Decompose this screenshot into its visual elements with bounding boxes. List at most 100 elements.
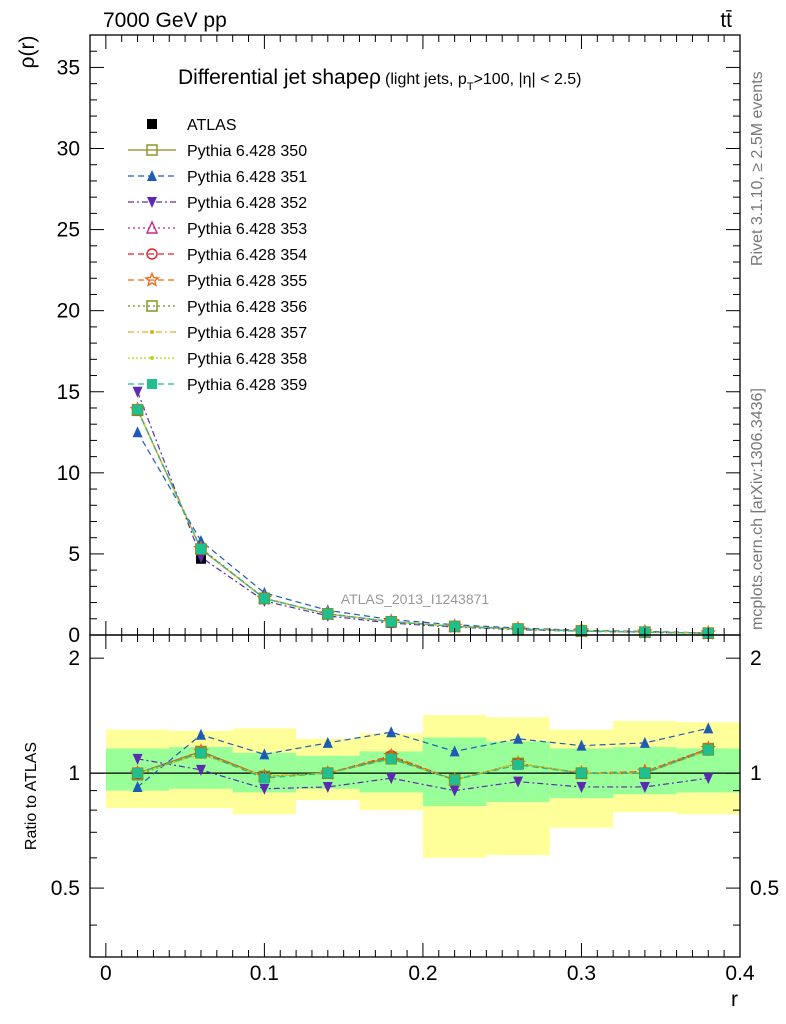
legend-marker-354 xyxy=(146,248,158,260)
ratio-series-line-352 xyxy=(137,758,709,792)
main-series-point-352 xyxy=(132,386,143,398)
main-y-label: ρ(r) xyxy=(16,36,39,69)
ratio-series-point-352 xyxy=(576,781,587,793)
x-tick-label: 0.3 xyxy=(567,962,596,985)
ratio-series-point-359 xyxy=(576,768,587,779)
main-series-point-359 xyxy=(322,608,333,619)
chart-title-suffix-sub: T xyxy=(467,81,474,93)
legend-label-354: Pythia 6.428 354 xyxy=(187,247,307,264)
ratio-series-point-359 xyxy=(386,753,397,764)
ratio-series-point-351 xyxy=(259,748,270,760)
ratio-series-point-352 xyxy=(259,783,270,795)
ratio-series-point-351 xyxy=(449,745,460,757)
ratio-panel: 0.5 0.51 12 2 0 0.1 0.2 0.3 0.4 Ratio to ATLAS … xyxy=(23,634,779,1011)
main-y-axis: 0 5 10 15 20 25 30 35 xyxy=(57,34,740,647)
legend-item-atlas: ATLAS xyxy=(147,117,237,134)
legend-marker-359 xyxy=(147,379,157,389)
main-series-point-359 xyxy=(386,616,397,627)
main-y-tick-label: 0 xyxy=(68,624,80,647)
main-y-tick-label: 35 xyxy=(57,56,80,79)
ratio-series-point-351 xyxy=(513,732,524,744)
ratio-series-point-359 xyxy=(322,768,333,779)
ratio-series-line-355 xyxy=(137,747,709,781)
legend-marker-357 xyxy=(150,330,154,334)
legend-label-356: Pythia 6.428 356 xyxy=(187,299,307,316)
ratio-series-point-351 xyxy=(639,736,650,748)
legend-marker-353 xyxy=(145,220,159,234)
uncertainty-band-inner xyxy=(486,741,550,803)
x-axis-label: r xyxy=(731,988,738,1011)
ratio-series-point-359 xyxy=(132,768,143,779)
legend-item-356: Pythia 6.428 356 xyxy=(128,299,307,316)
ratio-series-point-352 xyxy=(386,773,397,785)
legend-label-353: Pythia 6.428 353 xyxy=(187,221,307,238)
ratio-y-axis: 0.5 0.5 1 1 2 2 xyxy=(51,647,779,926)
chart-title-suffix-1: (light jets, p xyxy=(385,71,467,88)
legend-label-355: Pythia 6.428 355 xyxy=(187,273,307,290)
legend-marker-358 xyxy=(150,356,154,360)
ratio-series-point-351 xyxy=(576,739,587,751)
main-y-tick-label: 5 xyxy=(68,543,80,566)
ratio-series-point-351 xyxy=(703,722,714,734)
chart-title-main: Differential jet shapeρ xyxy=(178,66,381,89)
legend-marker-350 xyxy=(146,144,158,156)
header-left: 7000 GeV pp xyxy=(103,9,227,32)
legend-marker-355 xyxy=(144,271,160,287)
main-series-point-352 xyxy=(195,552,206,564)
legend: ATLAS Pythia 6.428 350 Pythia 6.428 351 Pyt… xyxy=(128,117,307,394)
chart-title-suffix-2: >100, |η| < 2.5) xyxy=(474,71,582,88)
ratio-series-point-352 xyxy=(322,781,333,793)
ratio-y-label: Ratio to ATLAS xyxy=(23,742,40,850)
ratio-series-point-359 xyxy=(195,747,206,758)
ratio-y-tick-label: 2 xyxy=(68,647,80,670)
x-tick-label: 0.1 xyxy=(250,962,279,985)
analysis-watermark: ATLAS_2013_I1243871 xyxy=(341,591,490,607)
legend-item-354: Pythia 6.428 354 xyxy=(128,247,307,264)
ratio-series-point-352 xyxy=(703,773,714,785)
main-series-point-351 xyxy=(132,426,143,438)
ratio-y-tick-label: 1 xyxy=(68,762,80,785)
header-right: tt̄ xyxy=(720,9,732,32)
ratio-series-point-352 xyxy=(639,781,650,793)
legend-item-351: Pythia 6.428 351 xyxy=(128,169,307,186)
side-text-bottom: mcplots.cern.ch [arXiv:1306.3436] xyxy=(749,388,766,630)
legend-label-351: Pythia 6.428 351 xyxy=(187,169,307,186)
legend-label-350: Pythia 6.428 350 xyxy=(187,143,307,160)
main-y-tick-label: 30 xyxy=(57,138,80,161)
legend-label-atlas: ATLAS xyxy=(187,117,237,134)
ratio-series-point-359 xyxy=(703,744,714,755)
main-y-tick-label: 25 xyxy=(57,219,80,242)
main-series-point-359 xyxy=(449,621,460,632)
legend-marker-atlas xyxy=(147,119,157,129)
ratio-series-point-351 xyxy=(322,736,333,748)
ratio-plot-area xyxy=(90,714,740,858)
main-panel: 0 5 10 15 20 25 30 35 ρ(r) Differential jet sha… xyxy=(16,34,741,647)
main-x-ticks xyxy=(105,35,741,635)
ratio-series-point-359 xyxy=(639,768,650,779)
ratio-series-point-351 xyxy=(386,726,397,738)
ratio-series-point-351 xyxy=(195,728,206,740)
ratio-series-line-351 xyxy=(137,727,709,788)
legend-label-352: Pythia 6.428 352 xyxy=(187,195,307,212)
ratio-y-tick-label: 0.5 xyxy=(51,877,80,900)
ratio-series-point-359 xyxy=(259,773,270,784)
x-tick-label: 0 xyxy=(100,962,112,985)
x-tick-label: 0.4 xyxy=(725,962,755,985)
legend-marker-352 xyxy=(147,197,157,208)
ratio-series-point-352 xyxy=(195,764,206,776)
x-tick-label: 0.2 xyxy=(408,962,437,985)
legend-item-357: Pythia 6.428 357 xyxy=(128,325,307,342)
ratio-y-tick-label-right: 2 xyxy=(750,647,762,670)
legend-label-358: Pythia 6.428 358 xyxy=(187,351,307,368)
main-y-tick-label: 15 xyxy=(57,381,80,404)
legend-item-359: Pythia 6.428 359 xyxy=(128,377,307,394)
ratio-series-line-359 xyxy=(137,749,709,781)
ratio-series-point-352 xyxy=(132,753,143,765)
legend-label-359: Pythia 6.428 359 xyxy=(187,377,307,394)
legend-item-352: Pythia 6.428 352 xyxy=(128,195,307,212)
main-series-point-359 xyxy=(195,544,206,555)
main-series-point-359 xyxy=(259,593,270,604)
main-series-point-359 xyxy=(132,404,143,415)
legend-item-353: Pythia 6.428 353 xyxy=(128,220,307,238)
